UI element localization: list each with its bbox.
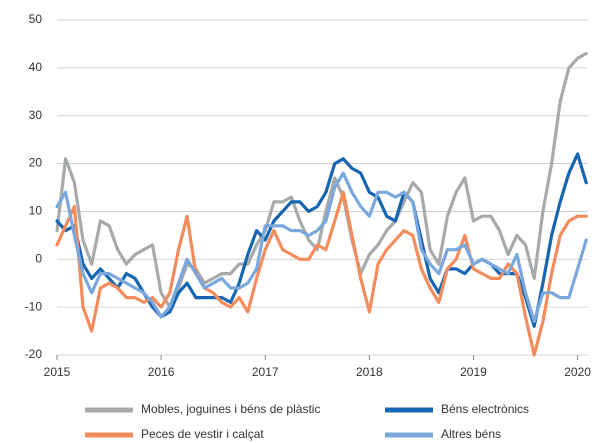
x-tick-label: 2020: [564, 365, 591, 379]
y-tick-label: -10: [25, 299, 43, 313]
x-tick-label: 2016: [148, 365, 175, 379]
y-tick-label: 30: [29, 108, 43, 122]
legend-label: Altres béns: [441, 427, 501, 441]
legend-label: Béns electrònics: [441, 402, 529, 416]
series-line: [55, 152, 588, 328]
x-tick-label: 2015: [44, 365, 71, 379]
y-tick-label: 40: [29, 60, 43, 74]
y-tick-label: 10: [29, 204, 43, 218]
x-tick-label: 2018: [356, 365, 383, 379]
series-line: [55, 190, 588, 357]
y-tick-label: 0: [35, 251, 42, 265]
y-tick-label: -20: [25, 347, 43, 361]
series-line: [55, 171, 588, 324]
y-tick-label: 50: [29, 12, 43, 26]
y-tick-label: 20: [29, 156, 43, 170]
x-tick-label: 2019: [460, 365, 487, 379]
series-line: [55, 51, 588, 309]
legend-label: Mobles, joguines i béns de plàstic: [141, 402, 320, 416]
legend-label: Peces de vestir i calçat: [141, 427, 264, 441]
x-tick-label: 2017: [252, 365, 279, 379]
